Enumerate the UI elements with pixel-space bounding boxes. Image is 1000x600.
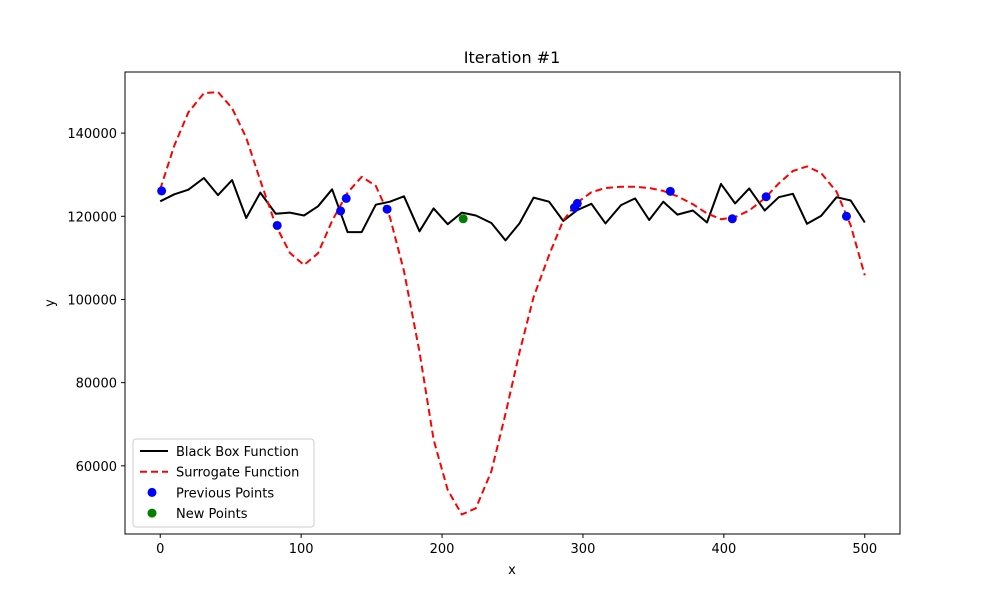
scatter-point-2-10 bbox=[841, 211, 851, 221]
scatter-point-3-0 bbox=[458, 214, 468, 224]
scatter-point-2-3 bbox=[341, 193, 351, 203]
y-tick-label-2: 100000 bbox=[67, 293, 117, 308]
legend-label-0: Black Box Function bbox=[176, 445, 299, 460]
scatter-point-2-2 bbox=[336, 206, 346, 216]
x-tick-label-0: 0 bbox=[156, 542, 164, 557]
plot-area bbox=[157, 91, 866, 516]
legend: Black Box Function Surrogate Function Prev… bbox=[132, 438, 315, 528]
x-tick-label-2: 200 bbox=[430, 542, 455, 557]
legend-swatch-3 bbox=[147, 508, 157, 518]
y-tick-label-4: 140000 bbox=[67, 127, 117, 142]
x-tick-label-4: 400 bbox=[711, 542, 736, 557]
legend-swatch-2 bbox=[147, 487, 157, 497]
y-tick-label-1: 80000 bbox=[76, 377, 117, 392]
plot-frame bbox=[124, 71, 901, 535]
scatter-point-2-1 bbox=[272, 220, 282, 230]
scatter-point-2-4 bbox=[382, 204, 392, 214]
scatter-point-2-9 bbox=[761, 192, 771, 202]
legend-box bbox=[132, 438, 315, 528]
y-axis-label: y bbox=[43, 299, 58, 307]
legend-label-3: New Points bbox=[176, 507, 248, 522]
y-tick-label-0: 60000 bbox=[76, 460, 117, 475]
series-line-1 bbox=[159, 91, 866, 516]
scatter-point-2-7 bbox=[665, 186, 675, 196]
series-line-0 bbox=[159, 177, 866, 242]
scatter-point-2-8 bbox=[727, 214, 737, 224]
x-axis-label: x bbox=[508, 563, 516, 578]
scatter-point-2-6 bbox=[572, 198, 582, 208]
axis-ticks: 0 100 200 300 400 500 60000 80000 100000 120000 14… bbox=[67, 127, 877, 557]
scatter-point-2-0 bbox=[157, 186, 167, 196]
y-tick-label-3: 120000 bbox=[67, 210, 117, 225]
x-tick-label-3: 300 bbox=[571, 542, 596, 557]
legend-label-2: Previous Points bbox=[176, 486, 274, 501]
chart-title: Iteration #1 bbox=[464, 48, 561, 67]
x-tick-label-1: 100 bbox=[289, 542, 314, 557]
legend-label-1: Surrogate Function bbox=[176, 466, 299, 481]
x-tick-label-5: 500 bbox=[852, 542, 877, 557]
